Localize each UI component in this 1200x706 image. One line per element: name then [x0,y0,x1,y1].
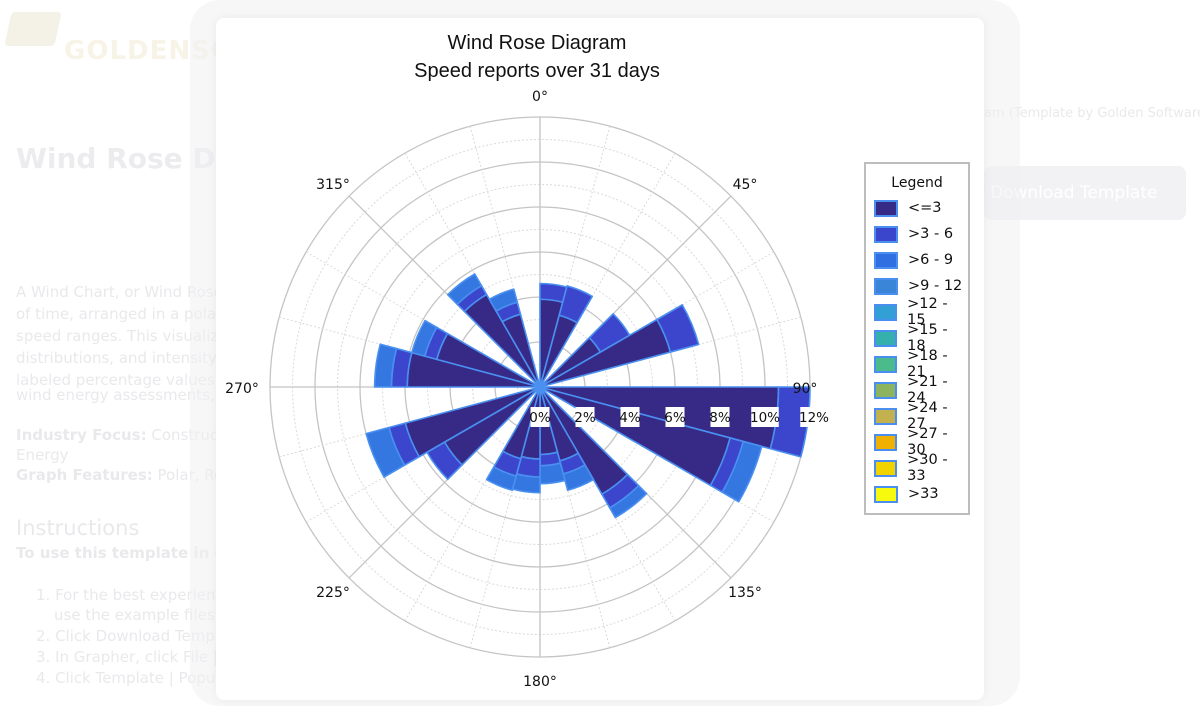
chart-subtitle: Speed reports over 31 days [414,60,660,82]
radial-tick-label: 12% [799,410,829,426]
legend-swatch [874,355,898,373]
legend-entry: >18 - 21 [866,348,968,380]
legend-entry: >21 - 24 [866,374,968,406]
legend-swatch [874,407,898,425]
chart-title: Wind Rose Diagram [448,32,627,54]
direction-label: 225° [316,585,350,601]
legend-label: >18 - 21 [907,348,948,380]
radial-tick-label: 6% [664,410,686,426]
legend-entry: >12 - 15 [866,296,968,328]
direction-label: 0° [532,89,548,105]
legend-label: <=3 [908,200,942,216]
paragraph-line: speed ranges. This visualiza [16,327,228,345]
wind-bar-segment [373,343,398,388]
radial-label-bg [530,407,550,427]
wind-bar-segment [608,484,648,519]
step-item: 1. For the best experienc [36,586,224,604]
industry-value-2: Energy [16,446,69,464]
direction-label: 45° [733,177,758,193]
legend-swatch [874,459,898,477]
step-item: use the example files i [54,606,224,624]
paragraph-line: labeled percentage values, a [16,371,234,389]
step-item: 4. Click Template | Popu [36,669,216,687]
legend-label: >6 - 9 [908,252,954,268]
wind-bar-segment [446,273,483,306]
legend-entry: >3 - 6 [866,221,968,247]
legend-swatch [874,277,898,295]
legend-swatch [874,303,898,321]
legend-entry: <=3 [866,195,968,221]
radial-tick-label: 4% [619,410,641,426]
legend-label: >12 - 15 [907,296,948,328]
wind-bar-segment [539,462,566,485]
legend-entry: >24 - 27 [866,400,968,432]
wind-bar-segment [656,304,700,353]
legend-label: >21 - 24 [907,374,948,406]
paragraph-line: wind energy assessments, a [16,386,229,404]
paragraph-line: of time, arranged in a polar c [16,305,236,323]
instructions-title: Instructions [16,516,140,540]
direction-label: 90° [793,381,818,397]
wind-bar-segment [562,464,595,492]
radial-tick-label: 0% [529,410,551,426]
legend-label: >24 - 27 [907,400,948,432]
legend-swatch [874,199,898,217]
wind-bar-segment [410,319,438,357]
industry-label: Industry Focus: [16,426,147,444]
radial-label-bg [620,407,640,427]
legend-entry: >6 - 9 [866,247,968,273]
legend-entry: >15 - 18 [866,322,968,354]
legend-label: >9 - 12 [908,278,963,294]
legend-entry: >27 - 30 [866,426,968,458]
legend-entry: >9 - 12 [866,273,968,299]
legend-swatch [874,251,898,269]
legend-label: >15 - 18 [907,322,948,354]
radial-tick-label: 10% [750,410,780,426]
instructions-lead: To use this template in Gra [16,544,245,562]
radial-label-bg [710,407,730,427]
wind-bar-segment [721,440,763,503]
direction-label: 180° [523,674,557,690]
radial-tick-label: 2% [574,410,596,426]
legend-label: >27 - 30 [907,426,948,458]
paragraph-line: distributions, and intensity v [16,349,231,367]
direction-label: 135° [728,585,762,601]
wind-bar-segment [365,426,406,478]
legend-label: >3 - 6 [908,226,954,242]
radial-label-bg [800,407,828,427]
radial-label-bg [751,407,779,427]
legend-entry: >30 - 33 [866,452,968,484]
legend-label: >33 [908,486,939,502]
wind-bar-segment [558,285,594,324]
radial-label-bg [575,407,595,427]
legend-swatch [874,225,898,243]
wind-bar-segment [485,466,517,492]
legend-swatch [874,329,898,347]
chart-legend: Legend <=3 >3 - 6 >6 - 9 >9 - 12 >12 - 15 >15… [864,162,970,515]
radial-label-bg [665,407,685,427]
direction-label: 315° [316,177,350,193]
legend-entry: >33 [866,481,968,507]
wind-bar-segment [488,288,519,312]
legend-swatch [874,381,898,399]
file-caption: am (Template by Golden Software).grt [984,106,1200,121]
features-label: Graph Features: [16,466,153,484]
legend-swatch [874,485,898,503]
legend-label: >30 - 33 [907,452,948,484]
radial-tick-label: 8% [709,410,731,426]
paragraph-line: A Wind Chart, or Wind Rose [16,283,223,301]
direction-label: 270° [225,381,259,397]
legend-swatch [874,433,898,451]
step-item: 3. In Grapher, click File | ( [36,648,229,666]
step-item: 2. Click Download Templ [36,627,220,645]
legend-title: Legend [891,175,943,191]
